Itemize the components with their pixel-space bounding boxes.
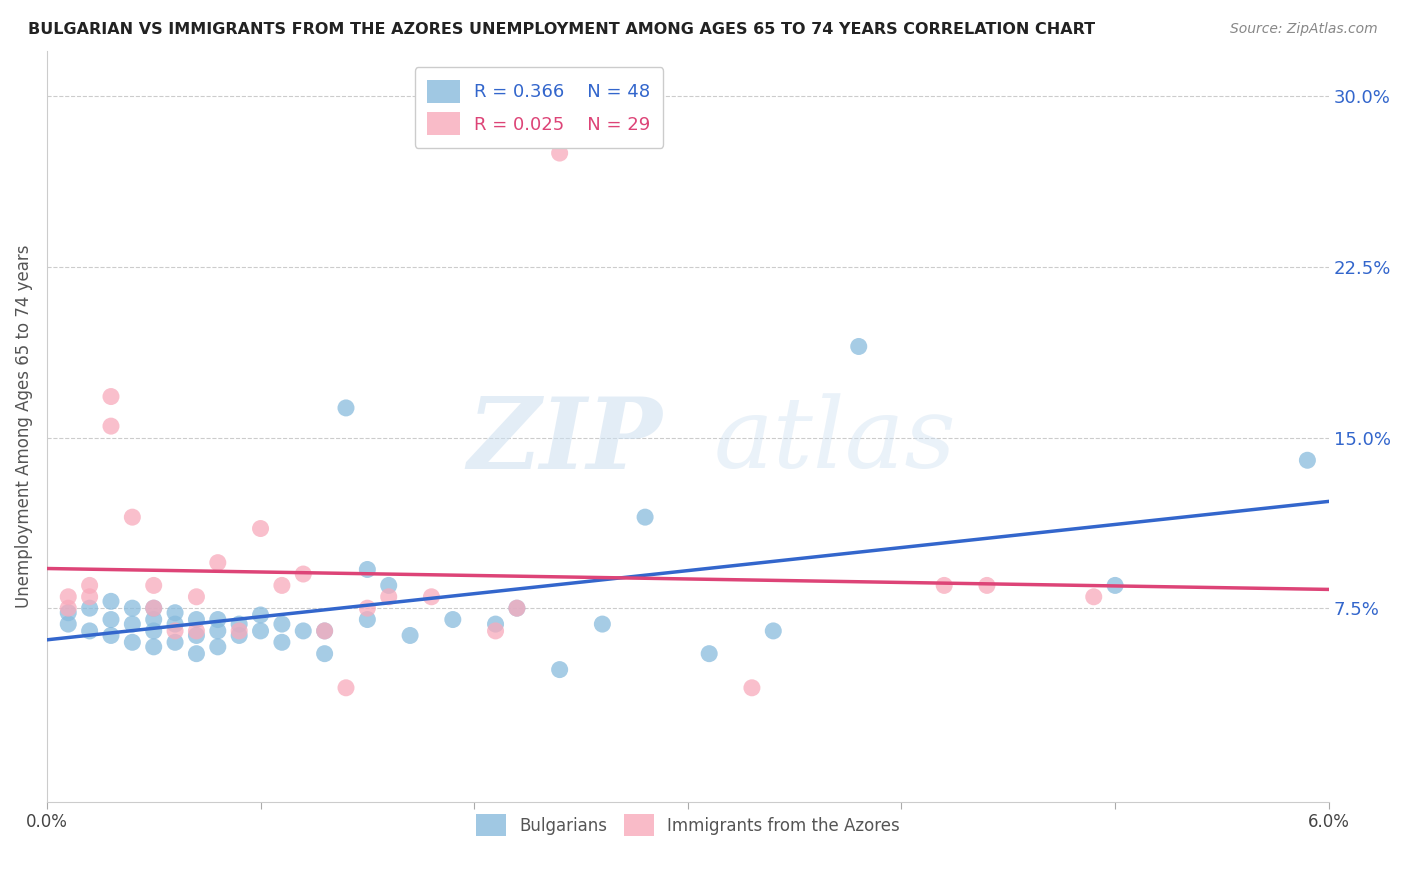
Point: [165, 617, 187, 632]
Point: [100, 594, 122, 608]
Point: [976, 578, 998, 592]
Point: [79, 624, 101, 638]
Point: [165, 635, 187, 649]
Point: [377, 578, 399, 592]
Text: Source: ZipAtlas.com: Source: ZipAtlas.com: [1230, 22, 1378, 37]
Point: [121, 617, 143, 632]
Point: [249, 624, 271, 638]
Point: [186, 624, 208, 638]
Point: [79, 601, 101, 615]
Point: [356, 613, 378, 627]
Point: [58, 590, 80, 604]
Point: [100, 613, 122, 627]
Point: [934, 578, 956, 592]
Text: atlas: atlas: [713, 393, 956, 489]
Point: [142, 601, 165, 615]
Point: [100, 390, 122, 404]
Point: [335, 681, 357, 695]
Point: [207, 556, 229, 570]
Point: [142, 624, 165, 638]
Point: [186, 613, 208, 627]
Point: [186, 590, 208, 604]
Y-axis label: Unemployment Among Ages 65 to 74 years: Unemployment Among Ages 65 to 74 years: [15, 244, 32, 607]
Point: [142, 613, 165, 627]
Point: [58, 617, 80, 632]
Point: [186, 628, 208, 642]
Point: [228, 624, 250, 638]
Point: [292, 624, 315, 638]
Point: [121, 510, 143, 524]
Point: [142, 640, 165, 654]
Point: [79, 578, 101, 592]
Point: [484, 624, 506, 638]
Point: [249, 607, 271, 622]
Point: [79, 590, 101, 604]
Point: [399, 628, 422, 642]
Legend: Bulgarians, Immigrants from the Azores: Bulgarians, Immigrants from the Azores: [465, 805, 910, 846]
Point: [100, 419, 122, 434]
Point: [207, 613, 229, 627]
Point: [228, 617, 250, 632]
Point: [100, 628, 122, 642]
Point: [121, 635, 143, 649]
Point: [314, 647, 336, 661]
Point: [165, 606, 187, 620]
Point: [741, 681, 763, 695]
Point: [1296, 453, 1319, 467]
Point: [121, 601, 143, 615]
Point: [58, 606, 80, 620]
Point: [548, 146, 571, 161]
Point: [165, 624, 187, 638]
Text: BULGARIAN VS IMMIGRANTS FROM THE AZORES UNEMPLOYMENT AMONG AGES 65 TO 74 YEARS C: BULGARIAN VS IMMIGRANTS FROM THE AZORES …: [28, 22, 1095, 37]
Point: [228, 628, 250, 642]
Point: [207, 624, 229, 638]
Text: ZIP: ZIP: [467, 392, 662, 490]
Point: [249, 522, 271, 536]
Point: [292, 567, 315, 582]
Point: [848, 339, 870, 353]
Point: [591, 617, 613, 632]
Point: [420, 590, 443, 604]
Point: [548, 663, 571, 677]
Point: [314, 624, 336, 638]
Point: [270, 617, 292, 632]
Point: [762, 624, 785, 638]
Point: [356, 601, 378, 615]
Point: [506, 601, 529, 615]
Point: [207, 640, 229, 654]
Point: [314, 624, 336, 638]
Point: [270, 578, 292, 592]
Point: [142, 601, 165, 615]
Point: [441, 613, 464, 627]
Point: [634, 510, 657, 524]
Point: [58, 601, 80, 615]
Point: [335, 401, 357, 415]
Point: [1083, 590, 1105, 604]
Point: [484, 617, 506, 632]
Point: [377, 590, 399, 604]
Point: [186, 647, 208, 661]
Point: [270, 635, 292, 649]
Point: [1104, 578, 1126, 592]
Point: [142, 578, 165, 592]
Point: [506, 601, 529, 615]
Point: [356, 562, 378, 576]
Point: [697, 647, 720, 661]
